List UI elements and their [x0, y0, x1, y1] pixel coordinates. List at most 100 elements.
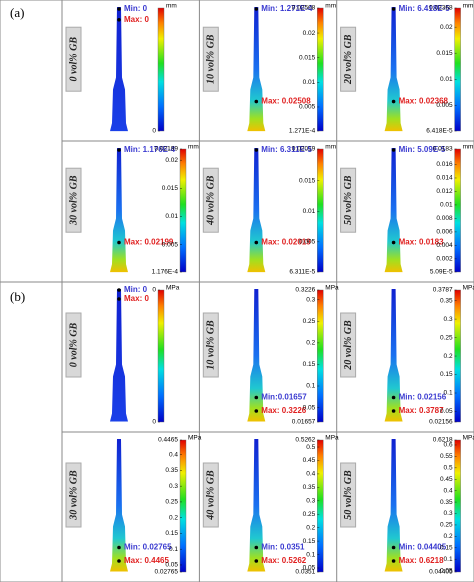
scale-label: 0.55	[440, 453, 453, 460]
scale-label: 0.3	[444, 510, 453, 517]
min-label: Min: 0.04405	[399, 543, 447, 552]
min-point	[391, 148, 396, 152]
scale-label: 0.01	[303, 79, 316, 86]
colorbar	[454, 7, 461, 132]
scale-label: 0.15	[440, 371, 453, 378]
sample-label: 10 vol% GB	[206, 34, 217, 84]
unit-label: MPa	[463, 285, 474, 292]
scale-label: 0.1	[306, 383, 315, 390]
scale-label: 0.2	[306, 524, 315, 531]
scale-label: 0.2	[306, 340, 315, 347]
scale-label: 5.09E-5	[430, 269, 453, 276]
scale-label: 0.005	[436, 102, 453, 109]
max-point	[254, 99, 259, 104]
scale-label: 0.5	[306, 444, 315, 451]
scale-label: 0	[152, 128, 156, 135]
part-label: (a)	[10, 5, 24, 20]
sample-label: 30 vol% GB	[68, 175, 79, 226]
scale-label: 0.45	[440, 476, 453, 483]
min-label: Min: 6.418E-5	[399, 4, 451, 13]
sample-box	[340, 462, 357, 528]
model	[247, 439, 266, 572]
scale-label: 0.1	[306, 551, 315, 558]
max-label: Max: 0.0183	[399, 238, 444, 247]
scale-label: 0.15	[303, 538, 316, 545]
model	[384, 289, 403, 422]
sample-box	[202, 26, 219, 92]
min-point	[391, 395, 396, 400]
scale-label: 0.6	[444, 442, 453, 449]
max-point	[117, 559, 121, 563]
max-point	[391, 240, 396, 245]
max-label: Max: 0	[124, 15, 149, 24]
scale-label: 0.05	[303, 404, 316, 411]
unit-label: MPa	[325, 285, 339, 292]
scale-label: 0.01	[440, 202, 453, 209]
scale-label: 0.2	[444, 533, 453, 540]
model	[247, 289, 266, 422]
scale-label: 1.176E-4	[152, 269, 179, 276]
min-label: Min: 1.271E-4	[261, 4, 313, 13]
min-point	[117, 288, 121, 292]
scale-label: 0.1	[444, 556, 453, 563]
scale-label: 0.35	[440, 297, 453, 304]
max-point	[254, 240, 259, 245]
sample-box	[202, 312, 219, 378]
unit-label: mm	[463, 3, 474, 10]
min-point	[391, 7, 396, 11]
sample-label: 10 vol% GB	[206, 320, 217, 370]
scale-label: 0.01	[303, 208, 316, 215]
scale-label: 0.2	[444, 353, 453, 360]
scale-label: 0	[152, 287, 156, 294]
unit-label: mm	[325, 3, 336, 10]
max-label: Max: 0.02199	[124, 238, 174, 247]
unit-label: mm	[188, 144, 199, 151]
scale-label: 0.02	[165, 157, 178, 164]
max-label: Max: 0	[124, 294, 149, 303]
scale-label: 0	[152, 419, 156, 426]
scale-label: 0.5262	[295, 437, 315, 444]
colorbar	[157, 7, 165, 132]
scale-label: 0.005	[299, 104, 316, 111]
scale-label: 0.015	[299, 54, 316, 61]
model	[110, 289, 128, 422]
unit-label: MPa	[166, 285, 180, 292]
scale-label: 0.016	[436, 161, 453, 168]
sample-box	[340, 26, 357, 92]
scale-label: 0.25	[303, 511, 316, 518]
max-label: Max: 0.3787	[399, 406, 444, 415]
scale-label: 0.2	[169, 514, 178, 521]
scale-label: 0.02765	[155, 569, 179, 576]
min-point	[117, 545, 121, 550]
min-point	[254, 7, 259, 11]
max-point	[117, 297, 121, 301]
colorbar	[317, 148, 324, 273]
scale-label: 0.005	[162, 241, 179, 248]
colorbar	[317, 439, 324, 573]
min-label: Min: 1.176E-4	[124, 145, 176, 154]
scale-label: 0.012	[436, 188, 453, 195]
min-point	[117, 7, 121, 11]
scale-label: 0.4	[444, 487, 453, 494]
model	[110, 7, 128, 132]
max-point	[391, 409, 396, 413]
colorbar	[179, 439, 187, 573]
scale-label: 0.25	[303, 318, 316, 325]
sample-box	[65, 26, 82, 92]
model	[384, 148, 403, 273]
min-label: Min: 0.0351	[261, 543, 305, 552]
scale-label: 0.35	[440, 499, 453, 506]
max-label: Max: 0.5262	[261, 556, 306, 565]
scale-label: 0.45	[303, 457, 316, 464]
scale-label: 0.4465	[158, 437, 178, 444]
scale-label: 0.02368	[429, 5, 453, 12]
sample-box	[202, 462, 219, 528]
min-point	[254, 395, 259, 400]
scale-label: 6.311E-5	[289, 269, 315, 276]
sample-label: 20 vol% GB	[343, 34, 354, 85]
scale-label: 0.006	[436, 229, 453, 236]
scale-label: 0.1	[169, 546, 178, 553]
sample-label: 40 vol% GB	[206, 175, 217, 226]
